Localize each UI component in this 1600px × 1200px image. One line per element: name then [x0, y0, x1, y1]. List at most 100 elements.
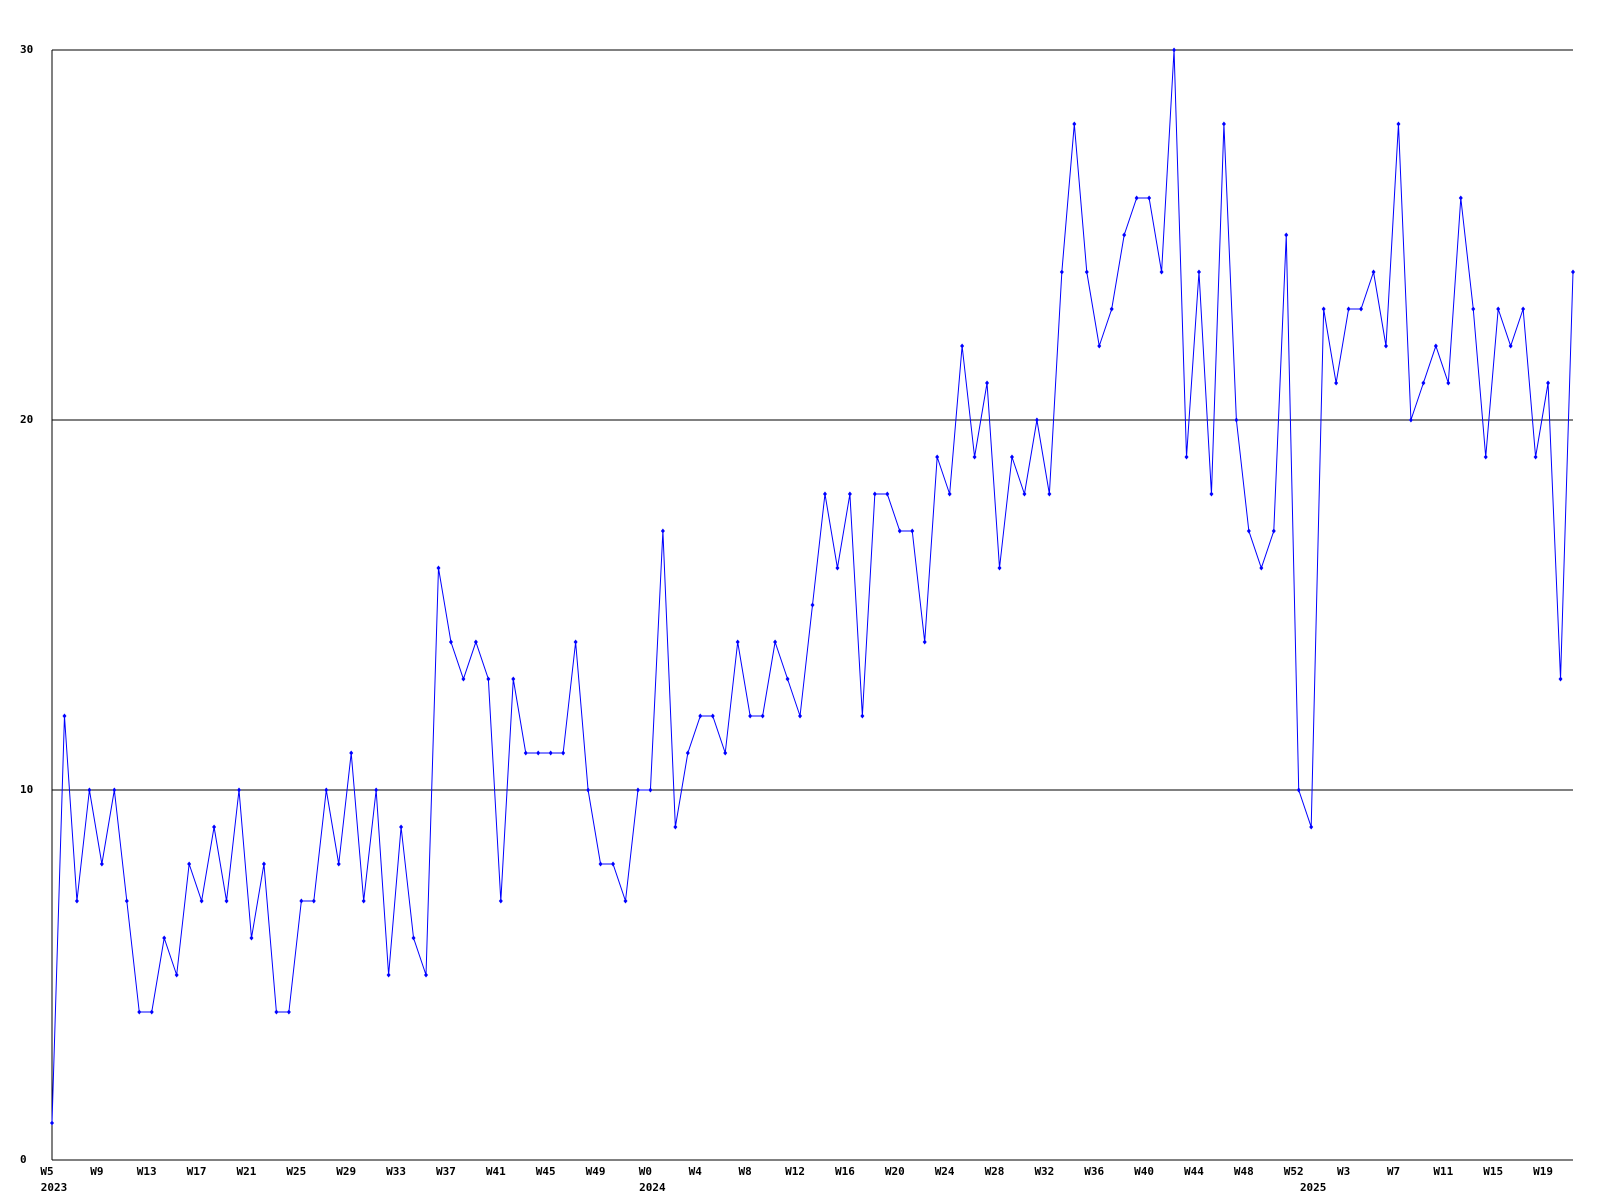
point: [511, 676, 516, 682]
point: [112, 787, 117, 793]
point: [473, 639, 478, 645]
point: [411, 935, 416, 941]
point: [1334, 380, 1339, 386]
point: [847, 491, 852, 497]
point: [1421, 380, 1426, 386]
point: [947, 491, 952, 497]
x-tick-label: W28: [985, 1165, 1005, 1178]
point: [1521, 306, 1526, 312]
point: [723, 750, 728, 756]
point: [785, 676, 790, 682]
point: [523, 750, 528, 756]
x-tick-label: W48: [1234, 1165, 1254, 1178]
point: [374, 787, 379, 793]
point: [261, 861, 266, 867]
point: [237, 787, 242, 793]
x-group-label: 2025: [1300, 1181, 1327, 1194]
x-tick-label: W0: [639, 1165, 652, 1178]
point: [187, 861, 192, 867]
point: [1109, 306, 1114, 312]
point: [548, 750, 553, 756]
point: [1047, 491, 1052, 497]
x-tick-label: W52: [1284, 1165, 1304, 1178]
x-tick-label: W20: [885, 1165, 905, 1178]
x-group-label: 2024: [639, 1181, 666, 1194]
x-tick-label: W49: [586, 1165, 606, 1178]
point: [137, 1009, 142, 1015]
point: [448, 639, 453, 645]
point: [972, 454, 977, 460]
point: [199, 898, 204, 904]
point: [399, 824, 404, 830]
point: [1184, 454, 1189, 460]
y-tick-label: 30: [20, 43, 33, 56]
point: [62, 713, 67, 719]
point: [1134, 195, 1139, 201]
x-tick-label: W5: [40, 1165, 53, 1178]
point: [486, 676, 491, 682]
x-tick-label: W8: [739, 1165, 752, 1178]
x-tick-label: W13: [137, 1165, 157, 1178]
point: [299, 898, 304, 904]
point: [798, 713, 803, 719]
point: [1172, 47, 1177, 53]
x-tick-label: W36: [1084, 1165, 1104, 1178]
point: [349, 750, 354, 756]
x-tick-label: W15: [1483, 1165, 1503, 1178]
point: [1309, 824, 1314, 830]
x-tick-label: W32: [1034, 1165, 1054, 1178]
point: [1022, 491, 1027, 497]
point: [224, 898, 229, 904]
x-tick-label: W45: [536, 1165, 556, 1178]
x-tick-label: W21: [237, 1165, 257, 1178]
point: [1471, 306, 1476, 312]
x-tick-label: W17: [187, 1165, 207, 1178]
point: [1009, 454, 1014, 460]
point: [1084, 269, 1089, 275]
point: [760, 713, 765, 719]
point: [648, 787, 653, 793]
point: [1383, 343, 1388, 349]
x-tick-label: W4: [689, 1165, 703, 1178]
point: [1571, 269, 1575, 275]
point: [773, 639, 778, 645]
point: [985, 380, 990, 386]
point: [498, 898, 503, 904]
point: [698, 713, 703, 719]
point: [897, 528, 902, 534]
point: [635, 787, 640, 793]
point: [386, 972, 391, 978]
point: [1059, 269, 1064, 275]
point: [361, 898, 366, 904]
point: [1097, 343, 1102, 349]
y-tick-label: 20: [20, 413, 33, 426]
point: [1234, 417, 1239, 423]
x-tick-label: W9: [90, 1165, 103, 1178]
point: [336, 861, 341, 867]
point: [1546, 380, 1551, 386]
point: [623, 898, 628, 904]
x-tick-label: W40: [1134, 1165, 1154, 1178]
point: [1034, 417, 1039, 423]
point: [835, 565, 840, 571]
point: [1396, 121, 1401, 127]
point: [149, 1009, 154, 1015]
point: [1408, 417, 1413, 423]
point: [922, 639, 927, 645]
x-tick-label: W24: [935, 1165, 955, 1178]
point: [1271, 528, 1276, 534]
point: [561, 750, 566, 756]
point: [586, 787, 591, 793]
point: [1159, 269, 1164, 275]
point: [1558, 676, 1563, 682]
point: [324, 787, 329, 793]
point: [249, 935, 254, 941]
x-tick-label: W29: [336, 1165, 356, 1178]
point: [997, 565, 1002, 571]
point: [1196, 269, 1201, 275]
point: [660, 528, 665, 534]
point: [1296, 787, 1301, 793]
point: [810, 602, 815, 608]
line-series: [51, 49, 1574, 1124]
point: [99, 861, 104, 867]
